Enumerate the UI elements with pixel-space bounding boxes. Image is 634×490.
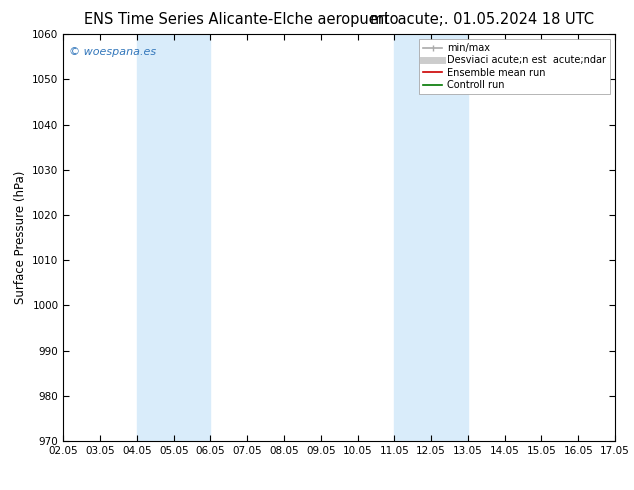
Text: mi  acute;. 01.05.2024 18 UTC: mi acute;. 01.05.2024 18 UTC [370,12,594,27]
Bar [137,34,210,441]
Bar [394,34,468,441]
Text: © woespana.es: © woespana.es [69,47,156,56]
Text: ENS Time Series Alicante-Elche aeropuerto: ENS Time Series Alicante-Elche aeropuert… [84,12,398,27]
Legend: min/max, Desviaci acute;n est  acute;ndar, Ensemble mean run, Controll run: min/max, Desviaci acute;n est acute;ndar… [419,39,610,94]
Y-axis label: Surface Pressure (hPa): Surface Pressure (hPa) [14,171,27,304]
